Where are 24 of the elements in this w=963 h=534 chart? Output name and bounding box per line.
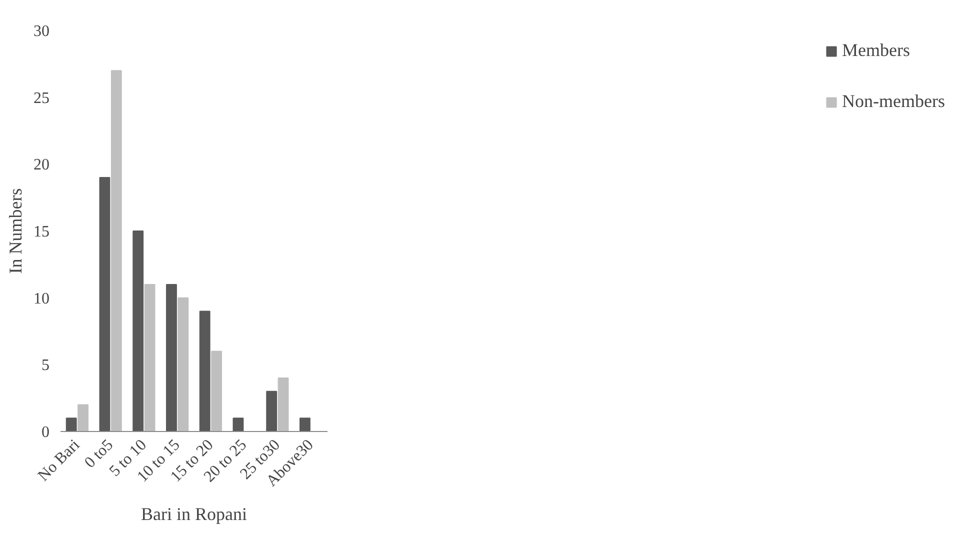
legend-label: Non-members — [842, 91, 945, 112]
bar — [110, 70, 122, 432]
bar — [199, 310, 210, 432]
y-tick-label: 20 — [34, 156, 50, 174]
y-tick-label: 25 — [34, 90, 50, 107]
bar — [266, 390, 278, 432]
x-axis-title: Bari in Ropani — [141, 504, 248, 524]
bar — [232, 418, 244, 432]
bar — [66, 418, 77, 432]
bar — [178, 297, 189, 432]
y-tick-label: 15 — [34, 224, 50, 240]
bar — [211, 350, 222, 432]
y-axis-title: In Numbers — [6, 188, 26, 274]
y-tick-label: 30 — [34, 23, 50, 40]
bar — [99, 177, 110, 432]
y-tick-label: 5 — [42, 357, 50, 374]
bar — [132, 230, 144, 432]
bar — [166, 284, 177, 432]
bar — [78, 404, 88, 432]
bar — [144, 284, 156, 432]
legend-label: Members — [842, 40, 910, 61]
y-tick-label: 10 — [34, 290, 50, 308]
bar — [278, 378, 289, 432]
bar — [300, 418, 310, 432]
